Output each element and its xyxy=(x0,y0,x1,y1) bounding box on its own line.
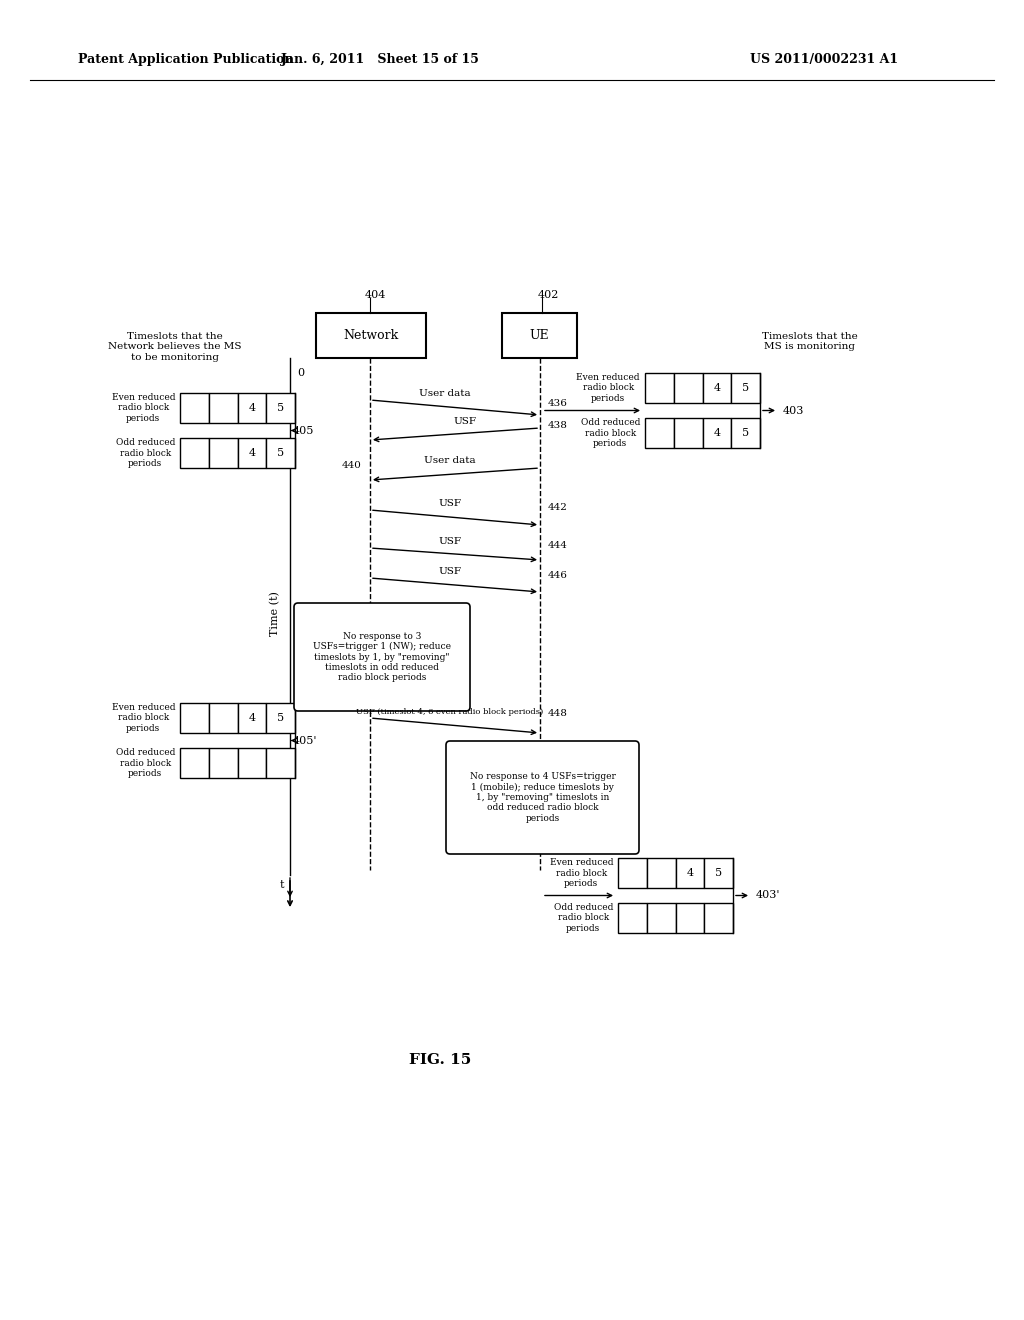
FancyBboxPatch shape xyxy=(446,741,639,854)
Bar xyxy=(647,903,676,933)
Bar xyxy=(266,748,295,777)
Bar xyxy=(645,418,674,447)
Bar xyxy=(674,374,702,403)
Text: 442: 442 xyxy=(548,503,568,511)
Text: 405: 405 xyxy=(293,425,314,436)
Bar xyxy=(180,438,209,469)
Bar xyxy=(238,704,266,733)
Bar xyxy=(209,704,238,733)
Text: 448: 448 xyxy=(548,709,568,718)
Text: Odd reduced
radio block
periods: Odd reduced radio block periods xyxy=(116,748,175,777)
Bar xyxy=(238,393,266,422)
Text: Patent Application Publication: Patent Application Publication xyxy=(78,54,294,66)
Text: 440: 440 xyxy=(342,462,362,470)
Text: Timeslots that the
MS is monitoring: Timeslots that the MS is monitoring xyxy=(762,333,858,351)
Text: 404: 404 xyxy=(365,290,386,300)
Bar xyxy=(266,704,295,733)
Text: US 2011/0002231 A1: US 2011/0002231 A1 xyxy=(750,54,898,66)
Bar xyxy=(209,393,238,422)
Text: FIG. 15: FIG. 15 xyxy=(409,1053,471,1067)
Bar xyxy=(180,748,209,777)
Text: Odd reduced
radio block
periods: Odd reduced radio block periods xyxy=(581,418,640,447)
FancyBboxPatch shape xyxy=(294,603,470,711)
Text: 5: 5 xyxy=(278,713,285,723)
Bar xyxy=(705,903,733,933)
Bar xyxy=(618,903,647,933)
Bar xyxy=(731,418,760,447)
Text: Jan. 6, 2011   Sheet 15 of 15: Jan. 6, 2011 Sheet 15 of 15 xyxy=(281,54,479,66)
Text: 0: 0 xyxy=(297,368,304,378)
Text: USF: USF xyxy=(438,499,462,508)
Text: 403': 403' xyxy=(756,891,780,900)
Bar xyxy=(676,858,705,888)
Text: 405': 405' xyxy=(293,735,317,746)
Bar xyxy=(266,438,295,469)
Text: Odd reduced
radio block
periods: Odd reduced radio block periods xyxy=(116,438,175,467)
Text: User data: User data xyxy=(419,389,471,399)
Bar xyxy=(502,313,577,358)
Text: 402: 402 xyxy=(538,290,559,300)
Text: USF: USF xyxy=(454,417,476,426)
Text: USF: USF xyxy=(438,537,462,546)
Text: 4: 4 xyxy=(714,383,721,393)
Text: 4: 4 xyxy=(248,713,255,723)
Text: USF: USF xyxy=(438,568,462,576)
Text: User data: User data xyxy=(424,455,476,465)
Text: Even reduced
radio block
periods: Even reduced radio block periods xyxy=(112,393,175,422)
Bar xyxy=(705,858,733,888)
Text: 4: 4 xyxy=(686,869,693,878)
Bar xyxy=(647,858,676,888)
Bar xyxy=(209,748,238,777)
Text: UE: UE xyxy=(529,329,549,342)
Bar xyxy=(238,438,266,469)
Text: 4: 4 xyxy=(248,447,255,458)
Text: 5: 5 xyxy=(278,447,285,458)
Bar xyxy=(180,704,209,733)
Text: t: t xyxy=(280,880,285,890)
Text: Time (t): Time (t) xyxy=(270,591,281,636)
Text: Even reduced
radio block
periods: Even reduced radio block periods xyxy=(550,858,613,888)
Text: 4: 4 xyxy=(248,403,255,413)
Bar xyxy=(702,418,731,447)
Text: 403: 403 xyxy=(783,405,805,416)
Bar xyxy=(238,748,266,777)
Text: No response to 4 USFs=trigger
1 (mobile); reduce timeslots by
1, by "removing" t: No response to 4 USFs=trigger 1 (mobile)… xyxy=(470,772,615,822)
Text: 4: 4 xyxy=(714,428,721,438)
Text: 446: 446 xyxy=(548,570,568,579)
Bar xyxy=(676,903,705,933)
Text: Even reduced
radio block
periods: Even reduced radio block periods xyxy=(577,374,640,403)
Text: Network: Network xyxy=(343,329,398,342)
Bar xyxy=(674,418,702,447)
Text: No response to 3
USFs=trigger 1 (NW); reduce
timeslots by 1, by "removing"
times: No response to 3 USFs=trigger 1 (NW); re… xyxy=(313,632,451,682)
Bar xyxy=(702,374,731,403)
Bar xyxy=(731,374,760,403)
Text: 444: 444 xyxy=(548,540,568,549)
Text: 5: 5 xyxy=(742,428,750,438)
Bar xyxy=(180,393,209,422)
Text: Timeslots that the
Network believes the MS
to be monitoring: Timeslots that the Network believes the … xyxy=(109,333,242,362)
Text: USF (timeslot 4, 6 even radio block periods): USF (timeslot 4, 6 even radio block peri… xyxy=(356,708,544,715)
Text: 5: 5 xyxy=(278,403,285,413)
Text: 438: 438 xyxy=(548,421,568,429)
Bar xyxy=(266,393,295,422)
Text: 5: 5 xyxy=(715,869,722,878)
Bar xyxy=(209,438,238,469)
Bar xyxy=(316,313,426,358)
Text: Even reduced
radio block
periods: Even reduced radio block periods xyxy=(112,704,175,733)
Text: Odd reduced
radio block
periods: Odd reduced radio block periods xyxy=(554,903,613,933)
Bar xyxy=(618,858,647,888)
Text: 436: 436 xyxy=(548,399,568,408)
Text: 5: 5 xyxy=(742,383,750,393)
Bar xyxy=(645,374,674,403)
